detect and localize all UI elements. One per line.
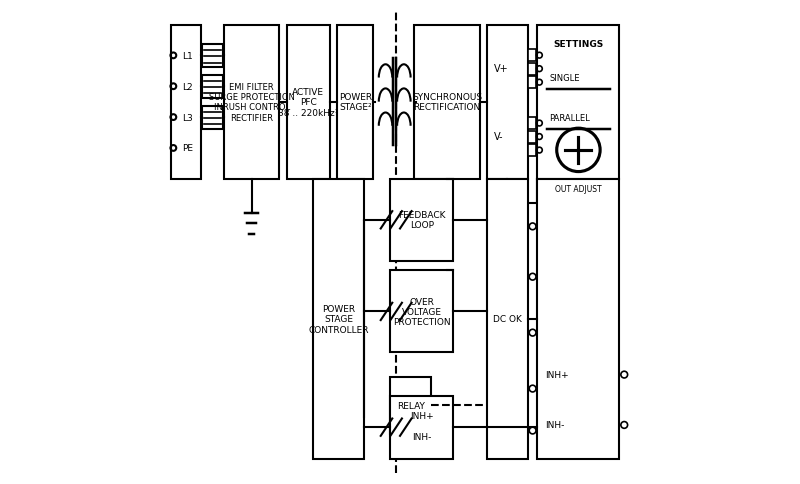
Text: SYNCHRONOUS
RECTIFICATION: SYNCHRONOUS RECTIFICATION [412,93,482,112]
Text: RELAY: RELAY [397,401,425,410]
Bar [390,180,453,261]
Text: POWER
STAGE²: POWER STAGE² [339,93,372,112]
Bar [528,145,537,157]
Text: PARALLEL: PARALLEL [550,114,590,122]
Bar [538,180,619,458]
Bar [313,180,364,458]
Bar [338,26,374,180]
Bar [390,271,453,353]
Bar [528,77,537,89]
Text: INH+: INH+ [410,411,434,420]
Text: SETTINGS: SETTINGS [554,40,603,49]
Bar [538,26,619,180]
Bar [202,107,222,130]
Text: SINGLE: SINGLE [550,74,580,83]
Bar [202,76,222,99]
Bar [528,132,537,144]
Text: POWER
STAGE
CONTROLLER: POWER STAGE CONTROLLER [308,304,369,334]
Text: PE: PE [182,144,193,153]
Text: L1: L1 [182,52,193,60]
Text: OVER
VOLTAGE
PROTECTION: OVER VOLTAGE PROTECTION [393,297,450,327]
Text: INH+: INH+ [545,370,568,379]
Text: FEEDBACK
LOOP: FEEDBACK LOOP [398,211,446,230]
Text: L2: L2 [182,83,193,91]
Text: INH-: INH- [545,421,564,429]
Text: ACTIVE
PFC
38 .. 220kHz¹: ACTIVE PFC 38 .. 220kHz¹ [278,88,338,117]
Bar [224,26,279,180]
Bar [486,26,528,180]
Bar [414,26,479,180]
Bar [390,396,453,458]
Text: DC OK: DC OK [493,315,522,323]
Text: V+: V+ [494,63,509,74]
Bar [202,45,222,68]
Text: INH-: INH- [412,432,431,441]
Bar [486,180,528,458]
Bar [528,50,537,62]
Bar [528,64,537,76]
Text: L3: L3 [182,113,193,122]
Bar [171,26,202,180]
Bar [286,26,330,180]
Bar [528,118,537,130]
Bar [390,377,431,435]
Text: V-: V- [494,131,503,141]
Text: OUT ADJUST: OUT ADJUST [555,184,602,193]
Text: EMI FILTER
SURGE PROTECTION
INRUSH CONTROL
RECTIFIER: EMI FILTER SURGE PROTECTION INRUSH CONTR… [209,82,294,122]
